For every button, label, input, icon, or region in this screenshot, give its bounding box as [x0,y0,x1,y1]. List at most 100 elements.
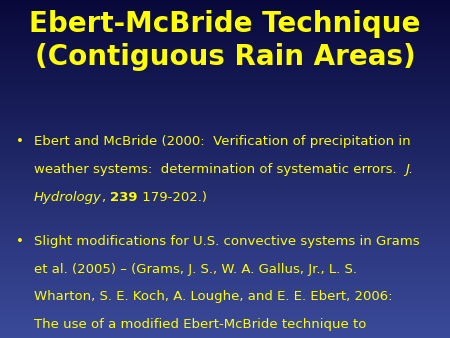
Bar [0,299,450,301]
Bar [0,301,450,303]
Bar [0,184,450,186]
Bar [0,308,450,309]
Bar [0,174,450,176]
Bar [0,326,450,328]
Bar [0,245,450,247]
Text: •: • [16,235,23,248]
Bar [0,154,450,155]
Bar [0,8,450,10]
Bar [0,303,450,304]
Bar [0,319,450,321]
Bar [0,331,450,333]
Text: 179-202.): 179-202.) [138,191,207,203]
Bar [0,0,450,2]
Bar [0,150,450,152]
Bar [0,186,450,188]
Bar [0,289,450,291]
Bar [0,270,450,272]
Bar [0,12,450,14]
Bar [0,122,450,123]
Bar [0,252,450,254]
Bar [0,304,450,306]
Bar [0,37,450,39]
Bar [0,292,450,294]
Bar [0,14,450,15]
Bar [0,215,450,216]
Bar [0,335,450,336]
Bar [0,2,450,3]
Bar [0,311,450,313]
Bar [0,159,450,161]
Bar [0,324,450,326]
Bar [0,35,450,37]
Bar [0,162,450,164]
Bar [0,74,450,76]
Bar [0,49,450,51]
Bar [0,15,450,17]
Bar [0,66,450,68]
Bar [0,238,450,240]
Bar [0,323,450,324]
Bar [0,81,450,83]
Bar [0,47,450,49]
Bar [0,93,450,95]
Bar [0,196,450,198]
Bar [0,59,450,61]
Bar [0,51,450,52]
Bar [0,46,450,47]
Bar [0,110,450,112]
Text: Ebert-McBride Technique
(Contiguous Rain Areas): Ebert-McBride Technique (Contiguous Rain… [29,10,421,71]
Bar [0,24,450,25]
Bar [0,42,450,44]
Bar [0,83,450,84]
Bar [0,17,450,19]
Text: et al. (2005) – (Grams, J. S., W. A. Gallus, Jr., L. S.: et al. (2005) – (Grams, J. S., W. A. Gal… [34,263,357,276]
Bar [0,113,450,115]
Bar [0,144,450,145]
Bar [0,291,450,292]
Bar [0,103,450,105]
Bar [0,101,450,103]
Bar [0,316,450,318]
Text: ,: , [102,191,110,203]
Bar [0,226,450,228]
Bar [0,267,450,269]
Bar [0,117,450,118]
Bar [0,88,450,90]
Bar [0,69,450,71]
Bar [0,211,450,213]
Bar [0,19,450,20]
Bar [0,22,450,24]
Bar [0,208,450,210]
Text: The use of a modified Ebert-McBride technique to: The use of a modified Ebert-McBride tech… [34,318,366,331]
Bar [0,68,450,69]
Bar [0,259,450,260]
Bar [0,191,450,193]
Bar [0,145,450,147]
Bar [0,286,450,287]
Bar [0,250,450,252]
Bar [0,123,450,125]
Bar [0,152,450,154]
Text: weather systems:  determination of systematic errors.: weather systems: determination of system… [34,163,405,176]
Bar [0,269,450,270]
Bar [0,34,450,35]
Bar [0,179,450,181]
Bar [0,135,450,137]
Bar [0,169,450,171]
Bar [0,193,450,194]
Bar [0,314,450,316]
Bar [0,96,450,98]
Bar [0,95,450,96]
Bar [0,235,450,237]
Bar [0,177,450,179]
Bar [0,321,450,323]
Bar [0,149,450,150]
Bar [0,134,450,135]
Bar [0,210,450,211]
Bar [0,164,450,166]
Bar [0,281,450,282]
Bar [0,260,450,262]
Text: Ebert and McBride (2000:  Verification of precipitation in: Ebert and McBride (2000: Verification of… [34,135,410,148]
Bar [0,112,450,113]
